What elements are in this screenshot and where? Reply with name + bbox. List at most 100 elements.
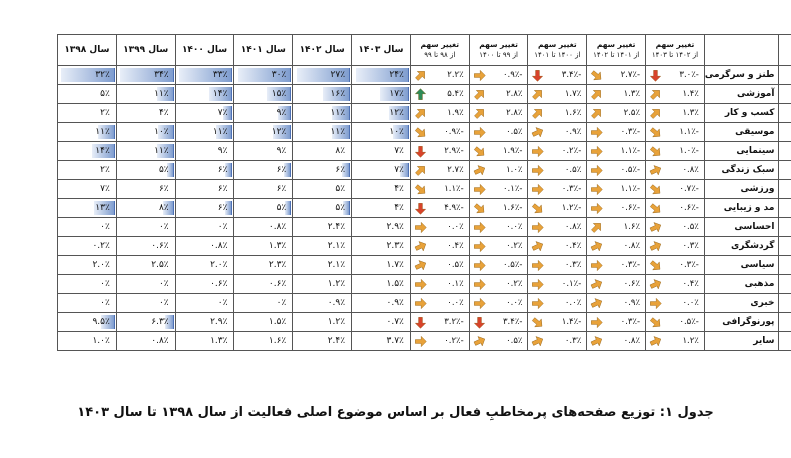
value-cell: ۰.۶٪ bbox=[115, 236, 176, 256]
spacer-cell bbox=[778, 103, 791, 123]
change-cell: -۰.۵٪ bbox=[645, 312, 705, 332]
change-text: ۱.۰٪ bbox=[506, 165, 523, 175]
change-text: -۴.۹٪ bbox=[444, 203, 464, 213]
change-cell: -۰.۱٪ bbox=[468, 179, 529, 199]
table-row: ۰٪ ۰٪ ۰٪ ۰.۸٪ ۲.۴٪ ۲.۹٪ ۰.۰٪ ۰.۰٪ ۰.۸٪ ۱.۶٪ ۰.۵٪ اح… bbox=[57, 217, 791, 237]
share-bar bbox=[323, 87, 351, 101]
value-cell: ۲.۹٪ bbox=[351, 217, 411, 237]
value-text: ۶٪ bbox=[158, 184, 169, 194]
change-text: ۲.۸٪ bbox=[506, 108, 523, 118]
value-cell: ۷٪ bbox=[57, 179, 117, 199]
value-text: ۱۴٪ bbox=[95, 146, 110, 156]
change-cell: -۳.۰٪ bbox=[645, 65, 705, 85]
change-cell: ۰.۳٪ bbox=[527, 255, 588, 275]
spacer-cell bbox=[778, 141, 791, 161]
value-header: سال ۱۴۰۰ bbox=[174, 34, 235, 66]
change-cell: ۰.۰٪ bbox=[468, 293, 529, 313]
value-cell: ۳.۷٪ bbox=[351, 331, 411, 351]
value-text: ۱۵٪ bbox=[271, 89, 287, 99]
spacer-cell bbox=[778, 217, 791, 237]
value-text: ۲.۳٪ bbox=[268, 260, 287, 270]
row-label: موسیقی bbox=[704, 122, 780, 142]
change-text: ۲.۵٪ bbox=[623, 108, 641, 118]
value-cell: ۱۱٪ bbox=[57, 122, 117, 142]
change-text: -۰.۵٪ bbox=[620, 165, 641, 175]
row-label: کسب و کار bbox=[704, 103, 780, 123]
value-text: ۰.۲٪ bbox=[92, 241, 110, 251]
change-cell: -۱.۲٪ bbox=[527, 198, 588, 218]
change-text: ۰.۵٪ bbox=[564, 165, 582, 175]
change-cell: ۱.۲٪ bbox=[645, 331, 705, 351]
change-text: ۰.۰٪ bbox=[506, 298, 523, 308]
value-cell: ۹٪ bbox=[233, 141, 294, 161]
change-cell: -۰.۳٪ bbox=[527, 179, 588, 199]
change-cell: ۰.۴٪ bbox=[409, 236, 470, 256]
value-text: ۱۲٪ bbox=[389, 108, 404, 118]
change-cell: ۱.۳٪ bbox=[645, 103, 705, 123]
change-header: تغییر سهم از ۱۴۰۱ تا ۱۴۰۲ bbox=[586, 34, 647, 66]
change-cell: ۰.۹٪ bbox=[586, 293, 647, 313]
header-row: سال ۱۳۹۸ سال ۱۳۹۹ سال ۱۴۰۰ سال ۱۴۰۱ سال ۱۴۰۲… bbox=[57, 34, 791, 66]
value-cell: ۰.۸٪ bbox=[233, 217, 294, 237]
value-cell: ۱.۶٪ bbox=[233, 331, 294, 351]
value-cell: ۶٪ bbox=[233, 179, 294, 199]
value-text: ۹٪ bbox=[276, 108, 287, 118]
change-header: تغییر سهم از ۱۴۰۲ تا ۱۴۰۳ bbox=[645, 34, 705, 66]
value-text: ۰.۸٪ bbox=[151, 336, 169, 346]
share-bar bbox=[266, 87, 292, 101]
value-text: ۳۳٪ bbox=[212, 70, 228, 80]
value-cell: ۶٪ bbox=[233, 160, 294, 180]
change-cell: ۱.۷٪ bbox=[527, 84, 588, 104]
change-cell: -۱.۹٪ bbox=[468, 141, 529, 161]
change-header-range: از ۹۸ تا ۹۹ bbox=[424, 51, 456, 59]
change-text: ۰.۰٪ bbox=[564, 298, 582, 308]
share-bar bbox=[224, 201, 233, 215]
value-text: ۱.۰٪ bbox=[92, 336, 110, 346]
change-text: ۰.۴٪ bbox=[564, 241, 582, 251]
change-cell: -۳.۴٪ bbox=[468, 312, 529, 332]
value-text: ۰.۷٪ bbox=[386, 317, 404, 327]
change-text: ۰.۴٪ bbox=[682, 279, 699, 289]
value-cell: ۱۱٪ bbox=[174, 122, 235, 142]
change-cell: ۰.۸٪ bbox=[645, 160, 705, 180]
change-cell: ۰.۴٪ bbox=[645, 274, 705, 294]
value-cell: ۰٪ bbox=[57, 274, 117, 294]
value-text: ۱۰٪ bbox=[154, 127, 169, 137]
change-text: ۰.۳٪ bbox=[564, 260, 582, 270]
value-cell: ۰٪ bbox=[115, 293, 176, 313]
change-text: -۱.۶٪ bbox=[502, 203, 523, 213]
change-text: ۰.۰٪ bbox=[506, 222, 523, 232]
change-text: -۰.۲٪ bbox=[561, 146, 582, 156]
value-text: ۸٪ bbox=[335, 146, 346, 156]
change-text: -۰.۹٪ bbox=[502, 70, 523, 80]
change-text: -۰.۶٪ bbox=[679, 203, 699, 213]
change-text: ۰.۵٪ bbox=[506, 336, 523, 346]
value-cell: ۱۱٪ bbox=[292, 103, 353, 123]
change-text: -۰.۳٪ bbox=[620, 127, 641, 137]
value-text: ۱۳٪ bbox=[95, 203, 110, 213]
spacer-cell bbox=[778, 179, 791, 199]
share-bar bbox=[91, 144, 115, 158]
share-bar bbox=[209, 87, 233, 101]
change-text: -۱.۲٪ bbox=[561, 203, 582, 213]
value-cell: ۱۰٪ bbox=[351, 122, 411, 142]
value-text: ۷٪ bbox=[394, 165, 404, 175]
value-cell: ۷٪ bbox=[174, 103, 235, 123]
value-text: ۶٪ bbox=[217, 203, 228, 213]
change-cell: ۰.۰٪ bbox=[645, 293, 705, 313]
value-cell: ۱۷٪ bbox=[351, 84, 411, 104]
change-text: ۰.۲٪ bbox=[506, 279, 523, 289]
share-bar bbox=[222, 106, 233, 120]
change-text: -۰.۲٪ bbox=[444, 336, 464, 346]
value-text: ۴٪ bbox=[394, 203, 404, 213]
change-text: -۰.۵٪ bbox=[679, 317, 699, 327]
change-text: ۰.۸٪ bbox=[682, 165, 699, 175]
change-text: -۳.۲٪ bbox=[444, 317, 464, 327]
row-label: آموزشی bbox=[704, 84, 780, 104]
change-cell: ۰.۸٪ bbox=[586, 331, 647, 351]
value-text: ۱.۷٪ bbox=[386, 260, 404, 270]
value-cell: ۱۲٪ bbox=[351, 103, 411, 123]
row-label: گردشگری bbox=[704, 236, 780, 256]
value-cell: ۳۳٪ bbox=[174, 65, 235, 85]
value-cell: ۱۳٪ bbox=[57, 198, 117, 218]
